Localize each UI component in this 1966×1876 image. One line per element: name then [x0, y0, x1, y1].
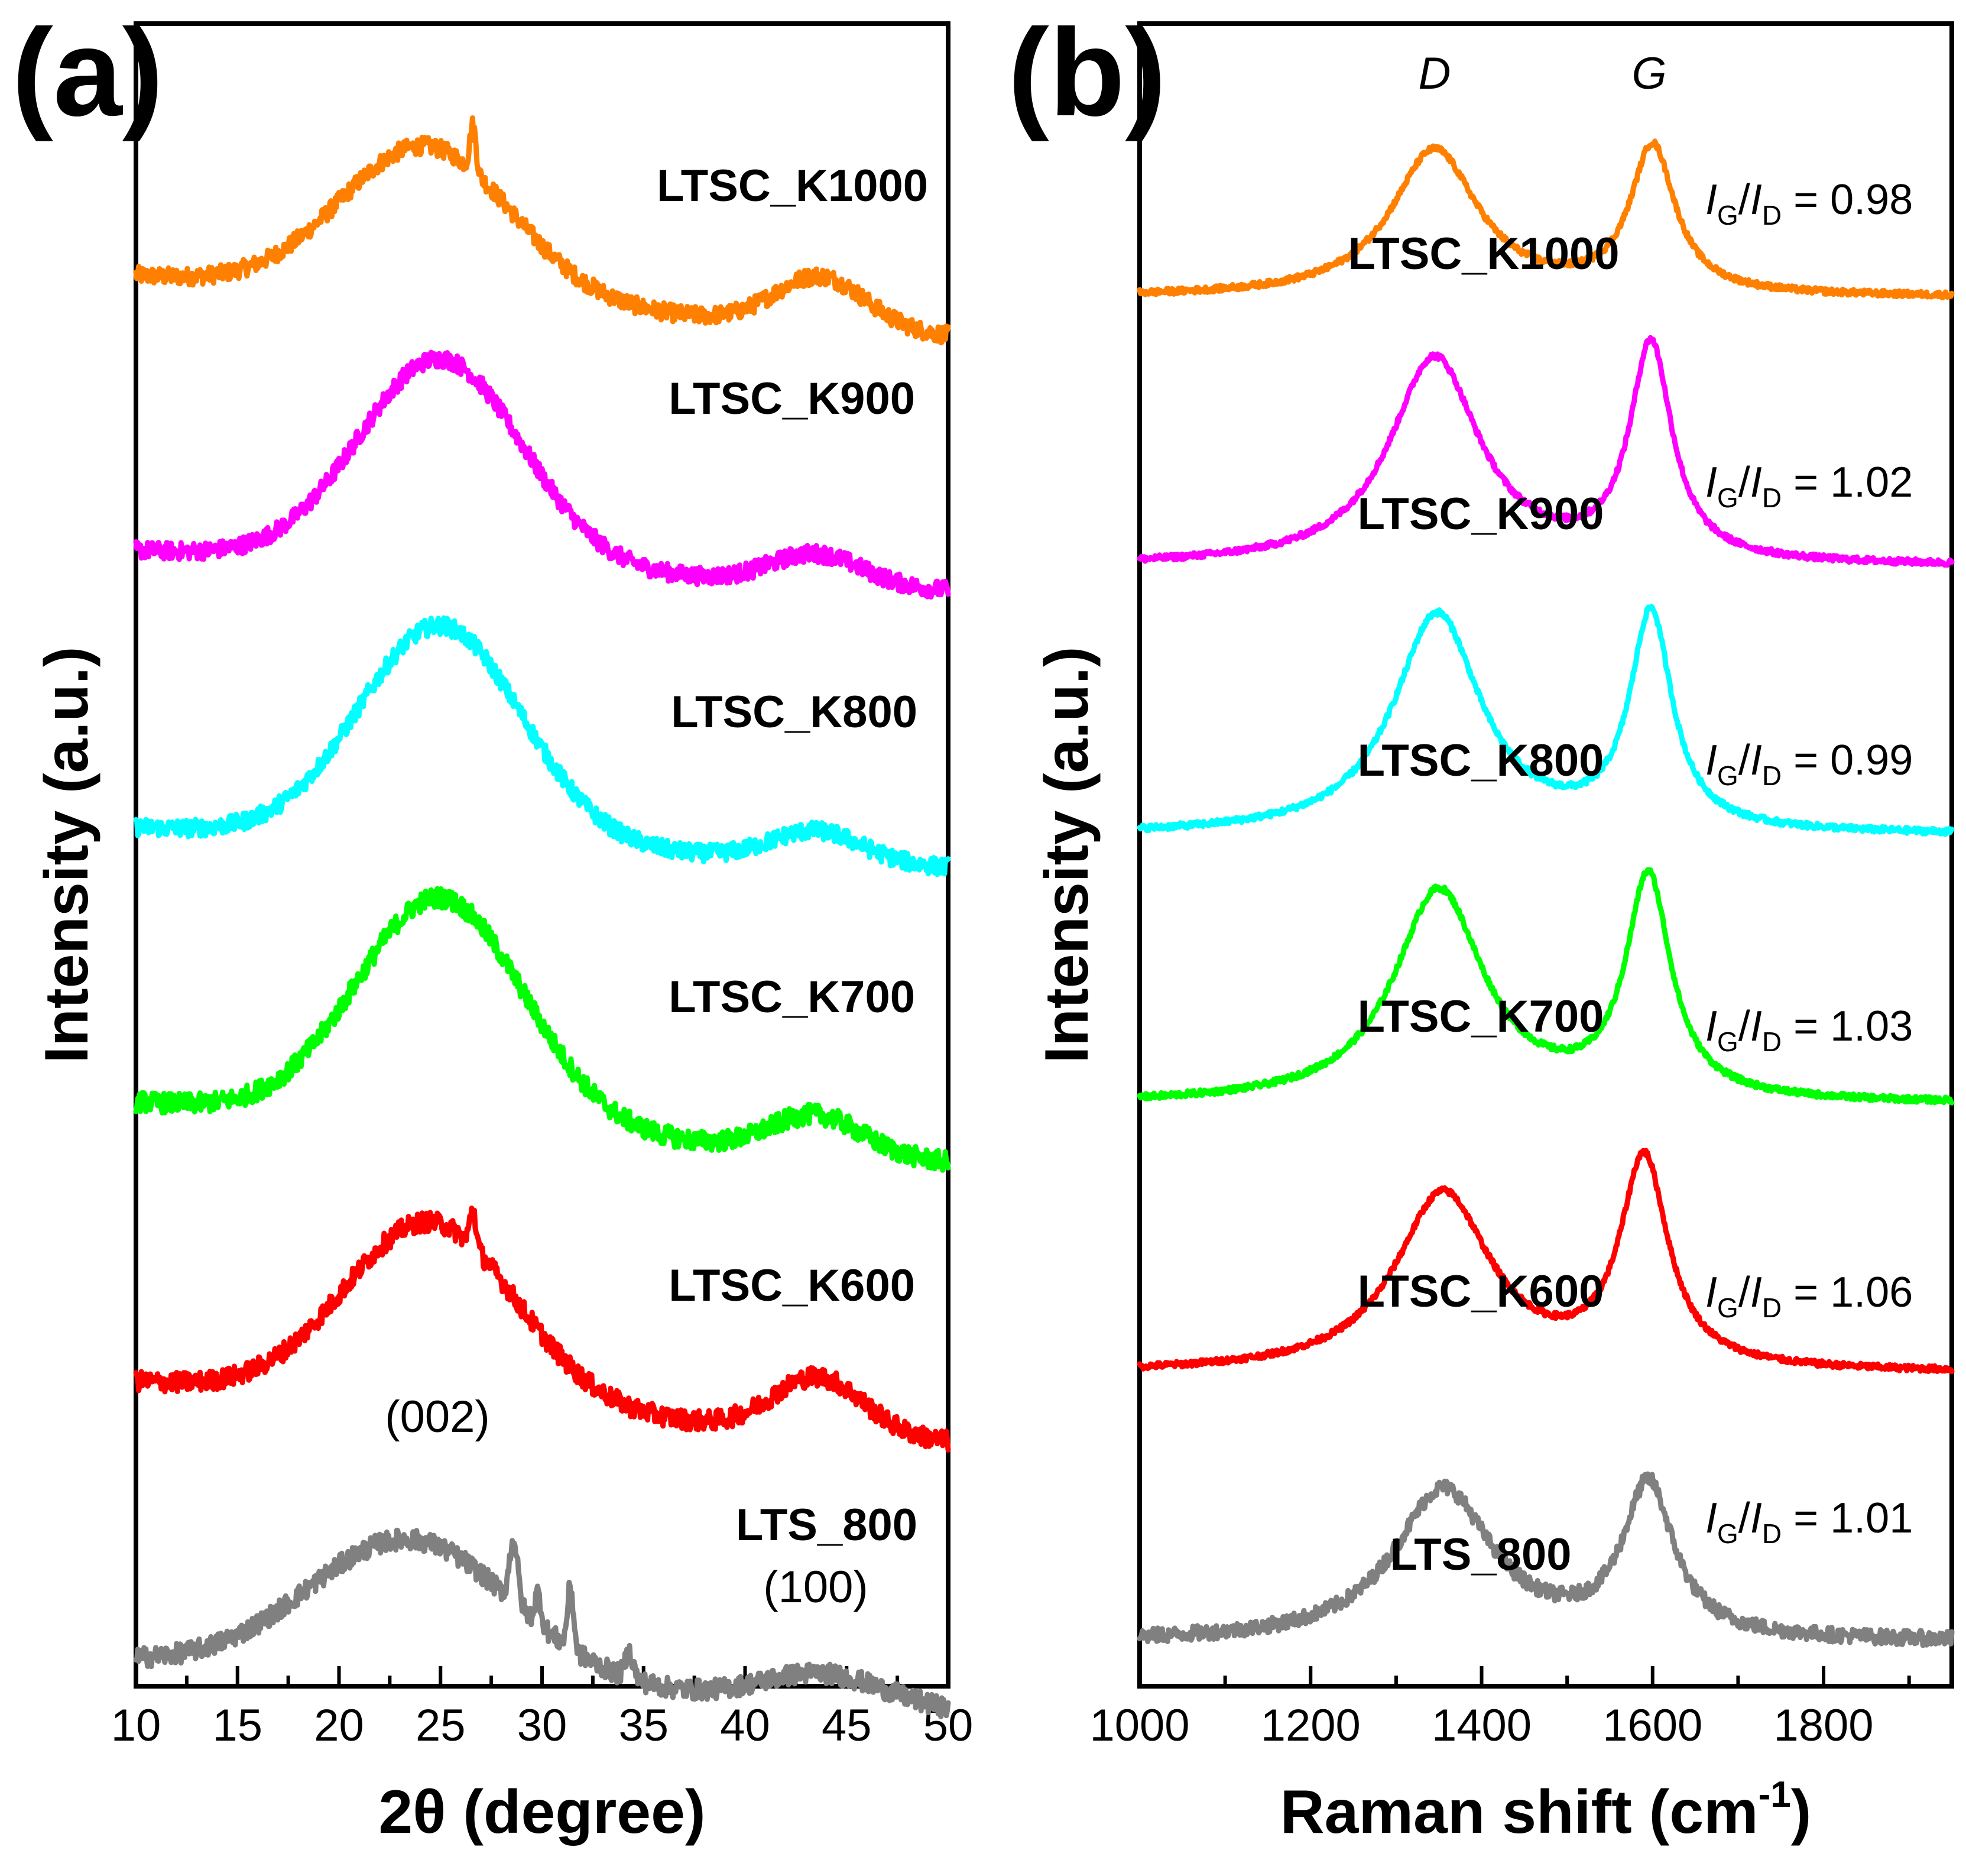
b-x-axis-title: Raman shift (cm-1)	[1280, 1774, 1812, 1846]
b-series-LTS_800	[1137, 1471, 1955, 1648]
panel-b-series	[1137, 138, 1955, 1648]
a-x-tick-label: 40	[720, 1700, 770, 1751]
a-x-tick-label: 35	[618, 1700, 669, 1751]
panel-b-ratio-labels: IG/ID = 0.98 IG/ID = 1.02 IG/ID = 0.99 IG/I…	[1705, 176, 1913, 1549]
b-ratio-LTS_800: IG/ID = 1.01	[1705, 1495, 1913, 1549]
b-ratio-LTSC_K1000: IG/ID = 0.98	[1705, 176, 1913, 231]
b-x-tick-label: 1200	[1261, 1700, 1361, 1751]
a-series-LTSC_K700	[133, 886, 951, 1173]
a-series-LTSC_K900	[133, 349, 951, 600]
b-label-LTSC_K700: LTSC_K700	[1358, 992, 1604, 1042]
b-ratio-LTSC_K700: IG/ID = 1.03	[1705, 1003, 1913, 1057]
a-series-LTSC_K1000	[133, 115, 951, 346]
b-label-LTSC_K800: LTSC_K800	[1358, 736, 1604, 786]
b-label-LTSC_K1000: LTSC_K1000	[1348, 229, 1619, 279]
a-x-tick-label: 15	[212, 1700, 262, 1751]
b-peak-D: D	[1419, 48, 1451, 99]
a-x-tick-label: 20	[314, 1700, 364, 1751]
b-label-LTSC_K900: LTSC_K900	[1358, 489, 1604, 539]
panel-a-sample-labels: LTSC_K1000 LTSC_K900 LTSC_K800 LTSC_K700…	[657, 161, 928, 1550]
panel-b-frame	[1137, 21, 1954, 1689]
a-label-LTSC_K900: LTSC_K900	[669, 374, 915, 424]
b-x-axis-title-main: Raman shift (cm	[1280, 1778, 1759, 1846]
b-x-axis-title-sup: -1	[1759, 1774, 1791, 1815]
a-x-tick-label: 25	[416, 1700, 466, 1751]
a-x-tick-label: 30	[517, 1700, 567, 1751]
b-x-axis-title-end: )	[1791, 1778, 1812, 1846]
a-label-LTSC_K800: LTSC_K800	[671, 687, 917, 737]
a-x-tick-label: 45	[822, 1700, 872, 1751]
a-peak-100: (100)	[763, 1562, 868, 1612]
a-x-axis-title: 2θ (degree)	[378, 1778, 705, 1846]
a-peak-002: (002)	[385, 1392, 489, 1442]
b-series-LTSC_K600	[1137, 1148, 1955, 1375]
b-ratio-LTSC_K900: IG/ID = 1.02	[1705, 459, 1913, 513]
b-label-LTSC_K600: LTSC_K600	[1358, 1266, 1604, 1317]
panel-a: (a) 10 15 20 25 30 35 40 45 50 LTSC_K1000 LTSC_K…	[12, 3, 973, 1846]
a-series-LTSC_K600	[133, 1206, 951, 1453]
panel-b: (b) 1000 1200 1400 1600 1800 D G LTSC_K1000 …	[1008, 3, 1955, 1846]
a-label-LTSC_K1000: LTSC_K1000	[657, 161, 928, 211]
a-series-LTSC_K800	[133, 615, 951, 877]
a-x-tick-label: 10	[111, 1700, 161, 1751]
b-series-LTSC_K900	[1137, 335, 1955, 568]
b-x-tick-label: 1800	[1774, 1700, 1874, 1751]
a-label-LTSC_K600: LTSC_K600	[669, 1261, 915, 1311]
b-ratio-LTSC_K600: IG/ID = 1.06	[1705, 1269, 1913, 1323]
b-peak-G: G	[1631, 48, 1666, 99]
panel-b-x-ticks: 1000 1200 1400 1600 1800	[1089, 1666, 1911, 1751]
panel-b-sample-labels: LTSC_K1000 LTSC_K900 LTSC_K800 LTSC_K700…	[1348, 229, 1619, 1580]
b-series-LTSC_K700	[1137, 867, 1955, 1106]
a-label-LTSC_K700: LTSC_K700	[669, 972, 915, 1022]
b-ratio-LTSC_K800: IG/ID = 0.99	[1705, 737, 1913, 791]
a-y-axis-title: Intensity (a.u.)	[33, 647, 101, 1064]
b-series-LTSC_K800	[1137, 604, 1955, 837]
b-x-tick-label: 1000	[1089, 1700, 1189, 1751]
b-series-LTSC_K1000	[1137, 138, 1955, 300]
a-series-LTS_800	[133, 1527, 951, 1719]
panel-a-series	[133, 115, 951, 1719]
b-y-axis-title: Intensity (a.u.)	[1033, 647, 1101, 1064]
b-x-tick-label: 1600	[1602, 1700, 1702, 1751]
a-label-LTS_800: LTS_800	[736, 1500, 917, 1550]
b-label-LTS_800: LTS_800	[1390, 1530, 1572, 1580]
panel-a-x-ticks: 10 15 20 25 30 35 40 45 50	[111, 1666, 973, 1751]
b-x-tick-label: 1400	[1432, 1700, 1532, 1751]
